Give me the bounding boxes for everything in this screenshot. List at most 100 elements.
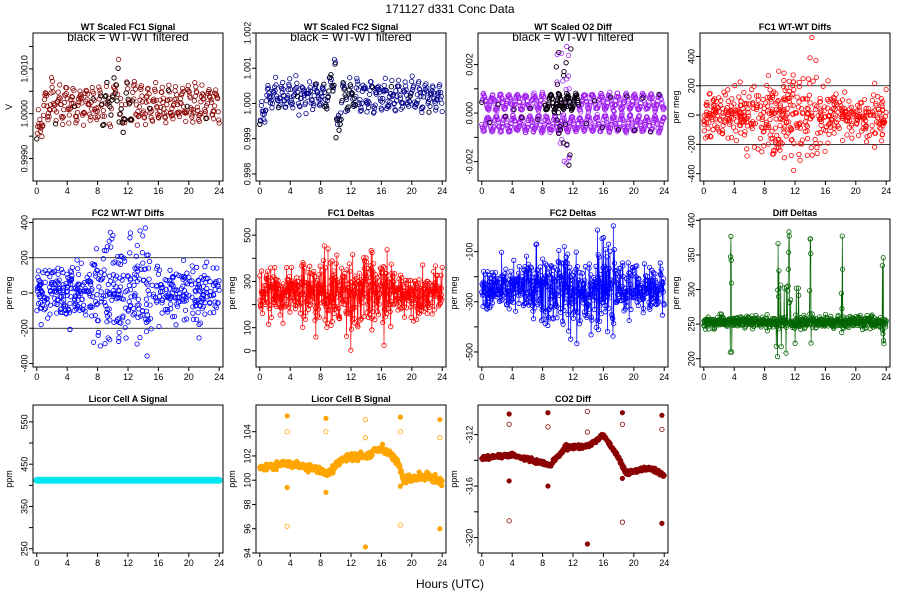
data-point bbox=[169, 314, 176, 320]
data-point bbox=[142, 121, 149, 128]
data-point bbox=[131, 310, 138, 316]
data-point bbox=[839, 233, 845, 239]
data-point bbox=[570, 272, 576, 279]
data-point bbox=[604, 329, 611, 335]
filtered-point bbox=[557, 124, 563, 130]
data-point bbox=[354, 75, 360, 81]
data-point bbox=[319, 300, 325, 306]
data-point bbox=[72, 302, 78, 309]
data-point bbox=[541, 279, 547, 286]
x-tick-label: 16 bbox=[820, 372, 830, 382]
data-point bbox=[158, 288, 164, 295]
data-point bbox=[788, 297, 794, 303]
data-point bbox=[47, 289, 53, 295]
data-point bbox=[200, 283, 206, 289]
data-point bbox=[570, 118, 576, 124]
data-point bbox=[112, 276, 118, 282]
data-point bbox=[266, 278, 272, 284]
filtered-point bbox=[313, 81, 319, 87]
data-point bbox=[783, 113, 789, 119]
data-point bbox=[139, 250, 145, 256]
data-point bbox=[728, 135, 735, 141]
data-point bbox=[174, 301, 180, 307]
data-point bbox=[595, 252, 601, 258]
data-point bbox=[578, 278, 584, 284]
data-point bbox=[516, 300, 522, 306]
data-point bbox=[778, 344, 784, 350]
x-tick-label: 16 bbox=[598, 186, 608, 196]
data-point bbox=[808, 251, 814, 257]
y-tick-label: 0.9990 bbox=[19, 145, 29, 173]
data-point bbox=[268, 97, 275, 104]
data-point bbox=[737, 122, 743, 129]
data-point bbox=[773, 140, 779, 146]
filtered-point bbox=[123, 90, 129, 96]
data-point bbox=[308, 88, 314, 94]
data-point bbox=[611, 114, 618, 120]
data-point bbox=[629, 120, 635, 126]
data-point bbox=[719, 130, 725, 136]
data-point bbox=[411, 83, 417, 89]
series-p5 bbox=[34, 225, 222, 359]
y-axis-label: V bbox=[4, 104, 14, 110]
y-axis-label: per meg bbox=[4, 276, 14, 309]
data-point bbox=[54, 109, 60, 115]
data-point bbox=[717, 102, 724, 109]
data-point bbox=[536, 105, 542, 111]
data-point bbox=[406, 291, 412, 297]
data-point bbox=[280, 79, 286, 86]
x-tick-label: 4 bbox=[510, 186, 515, 196]
data-point bbox=[529, 302, 535, 308]
data-point bbox=[346, 302, 352, 308]
data-point bbox=[534, 241, 540, 247]
data-point bbox=[540, 256, 546, 262]
data-point bbox=[572, 288, 579, 294]
data-point bbox=[277, 312, 283, 318]
data-point bbox=[716, 95, 722, 101]
data-point bbox=[128, 294, 134, 300]
filtered-point bbox=[548, 92, 555, 98]
data-point bbox=[580, 300, 586, 306]
chart-title: FC1 WT-WT Diffs bbox=[759, 22, 832, 32]
data-point bbox=[348, 84, 354, 90]
data-point bbox=[105, 335, 111, 341]
data-point bbox=[380, 278, 386, 284]
x-tick-label: 8 bbox=[318, 372, 323, 382]
data-point bbox=[597, 318, 603, 324]
data-point bbox=[432, 294, 438, 300]
filtered-point bbox=[568, 46, 574, 52]
data-point bbox=[409, 300, 415, 306]
data-point bbox=[725, 135, 731, 141]
filtered-point bbox=[117, 111, 123, 117]
x-tick-label: 4 bbox=[732, 186, 737, 196]
data-point bbox=[263, 98, 270, 104]
filtered-point bbox=[184, 103, 190, 109]
data-point bbox=[202, 300, 208, 306]
filtered-point bbox=[554, 97, 561, 103]
data-point bbox=[765, 141, 771, 147]
filtered-point bbox=[324, 106, 330, 112]
data-point bbox=[273, 303, 280, 310]
data-point bbox=[336, 316, 343, 322]
data-point bbox=[844, 112, 850, 118]
data-point bbox=[199, 82, 205, 88]
data-point bbox=[744, 146, 750, 152]
data-point bbox=[72, 285, 78, 291]
data-point bbox=[319, 93, 325, 100]
data-point bbox=[66, 120, 72, 126]
x-tick-label: 16 bbox=[820, 186, 830, 196]
data-point bbox=[127, 235, 133, 241]
data-point bbox=[548, 304, 554, 310]
data-point bbox=[344, 96, 350, 102]
data-point bbox=[612, 268, 619, 275]
data-point bbox=[49, 78, 56, 84]
x-tick-label: 24 bbox=[881, 372, 891, 382]
data-point bbox=[97, 90, 103, 96]
data-point bbox=[348, 347, 354, 353]
data-point bbox=[297, 288, 303, 294]
data-point bbox=[804, 105, 810, 111]
data-point bbox=[778, 115, 784, 121]
data-point bbox=[737, 79, 743, 85]
data-point bbox=[738, 102, 744, 109]
data-point bbox=[828, 124, 834, 130]
